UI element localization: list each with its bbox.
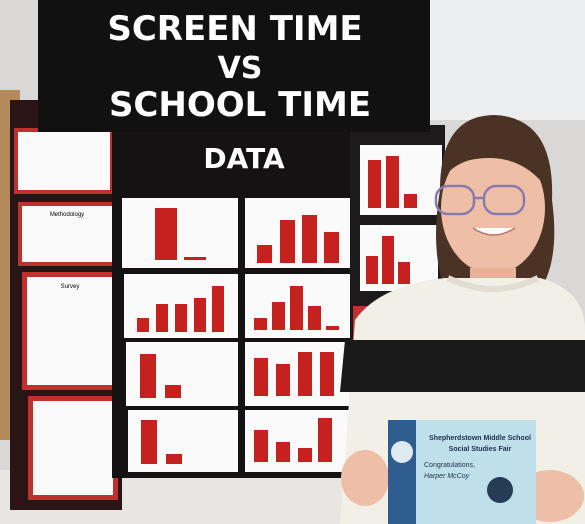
title-board [38,0,430,132]
title-line: SCREEN TIME [107,9,362,49]
recipient: Harper McCoy [424,473,470,480]
paper [22,206,112,262]
panel-heading: Survey [61,284,80,290]
chart-bars [137,208,339,464]
paper [27,277,113,385]
school: Shepherdstown Middle School [429,435,531,442]
greeting: Congratulations, [424,462,475,469]
chart-bars [366,156,417,284]
panel-heading: Methodology [50,212,84,218]
ceiling [420,0,585,120]
title-line: SCHOOL TIME [109,85,371,125]
title-line: VS [218,51,263,86]
certificate: Shepherdstown Middle School Social Studi… [388,420,536,524]
event: Social Studies Fair [449,446,512,453]
paper [33,401,113,495]
section-heading: DATA [203,142,285,175]
paper [18,132,110,190]
